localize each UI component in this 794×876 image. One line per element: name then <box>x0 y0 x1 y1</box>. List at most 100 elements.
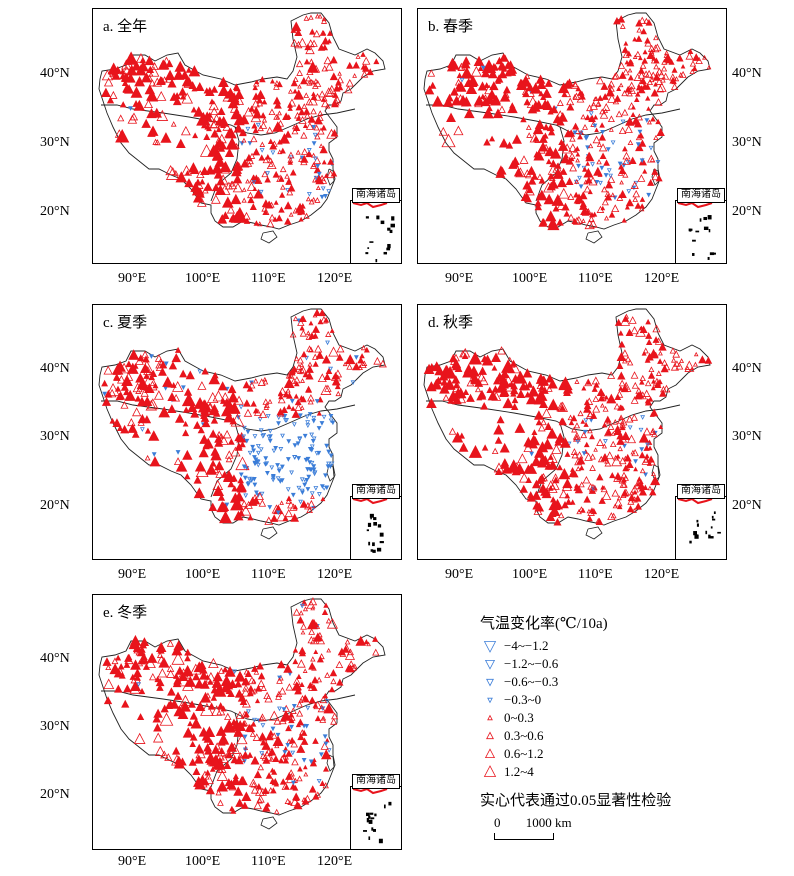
warming-station-marker <box>258 410 268 418</box>
warming-station-marker <box>448 353 458 363</box>
cooling-station-marker <box>277 706 282 712</box>
lon-label: 110°E <box>578 567 613 582</box>
warming-station-marker <box>117 114 125 122</box>
warming-station-marker <box>499 138 509 148</box>
warming-station-marker <box>152 138 159 145</box>
warming-station-marker <box>586 104 594 112</box>
warming-station-marker <box>303 794 312 803</box>
warming-station-marker <box>268 108 276 116</box>
cooling-station-marker <box>459 77 465 83</box>
cooling-station-marker <box>247 450 253 456</box>
warming-station-marker <box>624 204 630 210</box>
warming-station-marker <box>182 406 190 413</box>
warming-station-marker <box>253 408 262 416</box>
cooling-station-marker <box>603 173 609 178</box>
warming-station-marker <box>622 151 631 160</box>
inset-island <box>368 836 371 840</box>
warming-station-marker <box>624 124 633 133</box>
warming-station-marker <box>335 353 344 361</box>
hainan-outline <box>260 526 278 540</box>
cooling-station-marker <box>304 724 310 729</box>
warming-station-marker <box>243 668 250 675</box>
lon-label: 100°E <box>185 854 221 869</box>
warming-station-marker <box>264 748 273 757</box>
cooling-station-marker <box>238 404 244 410</box>
warming-station-marker <box>208 657 219 669</box>
warming-station-marker <box>588 219 598 228</box>
inset-island <box>710 526 713 529</box>
warming-station-marker <box>583 207 590 214</box>
warming-station-marker <box>174 60 186 72</box>
warming-station-marker <box>526 491 535 499</box>
warming-station-marker <box>144 427 152 434</box>
warming-station-marker <box>237 693 247 702</box>
warming-station-marker <box>175 460 188 472</box>
warming-station-marker <box>299 395 307 403</box>
warming-station-marker <box>560 153 571 164</box>
warming-station-marker <box>172 746 181 755</box>
warming-station-marker <box>541 408 552 418</box>
warming-station-marker <box>645 332 653 339</box>
warming-station-marker <box>471 80 478 87</box>
legend-symbol <box>486 678 494 687</box>
warming-station-marker <box>296 744 306 753</box>
warming-station-marker <box>324 671 331 678</box>
lon-label: 90°E <box>445 271 474 286</box>
warming-station-marker <box>298 610 304 616</box>
warming-station-marker <box>660 364 669 373</box>
warming-station-marker <box>478 375 489 386</box>
warming-station-marker <box>173 457 183 466</box>
warming-station-marker <box>644 379 652 387</box>
warming-station-marker <box>530 436 541 446</box>
warming-station-marker <box>308 628 316 635</box>
cooling-station-marker <box>645 442 650 448</box>
warming-station-marker <box>140 363 151 373</box>
warming-station-marker <box>116 424 124 431</box>
warming-station-marker <box>307 394 315 402</box>
warming-station-marker <box>319 30 326 36</box>
warming-station-marker <box>617 170 624 176</box>
warming-station-marker <box>337 71 342 76</box>
warming-station-marker <box>250 755 260 765</box>
warming-station-marker <box>301 148 309 156</box>
warming-station-marker <box>131 407 142 417</box>
warming-station-marker <box>645 318 651 325</box>
warming-station-marker <box>233 123 244 133</box>
warming-station-marker <box>574 215 583 224</box>
warming-station-marker <box>614 318 623 326</box>
warming-station-marker <box>632 36 638 42</box>
warming-station-marker <box>220 705 227 712</box>
warming-station-marker <box>300 623 308 630</box>
warming-station-marker <box>261 117 268 123</box>
warming-station-marker <box>300 350 308 358</box>
warming-station-marker <box>236 733 248 745</box>
warming-station-marker <box>276 119 285 127</box>
warming-station-marker <box>534 203 543 211</box>
warming-station-marker <box>227 480 235 488</box>
warming-station-marker <box>220 681 232 693</box>
warming-station-marker <box>650 430 658 438</box>
cooling-station-marker <box>581 451 587 456</box>
cooling-station-marker <box>325 340 330 346</box>
warming-station-marker <box>528 176 537 185</box>
warming-station-marker <box>600 485 608 493</box>
warming-station-marker <box>193 487 205 499</box>
warming-station-marker <box>468 365 480 377</box>
warming-station-marker <box>230 718 238 726</box>
china-map-e <box>98 597 386 830</box>
warming-station-marker <box>143 372 150 379</box>
warming-station-marker <box>201 187 209 194</box>
warming-station-marker <box>309 759 318 767</box>
warming-station-marker <box>628 316 637 324</box>
warming-station-marker <box>292 677 301 685</box>
inset-island <box>370 817 375 820</box>
warming-station-marker <box>593 166 603 176</box>
warming-station-marker <box>562 88 572 98</box>
cooling-station-marker <box>285 457 291 462</box>
warming-station-marker <box>463 363 474 374</box>
lat-label: 40°N <box>40 651 70 666</box>
warming-station-marker <box>565 177 574 186</box>
warming-station-marker <box>232 212 242 222</box>
warming-station-marker <box>562 478 573 489</box>
warming-station-marker <box>287 88 294 94</box>
